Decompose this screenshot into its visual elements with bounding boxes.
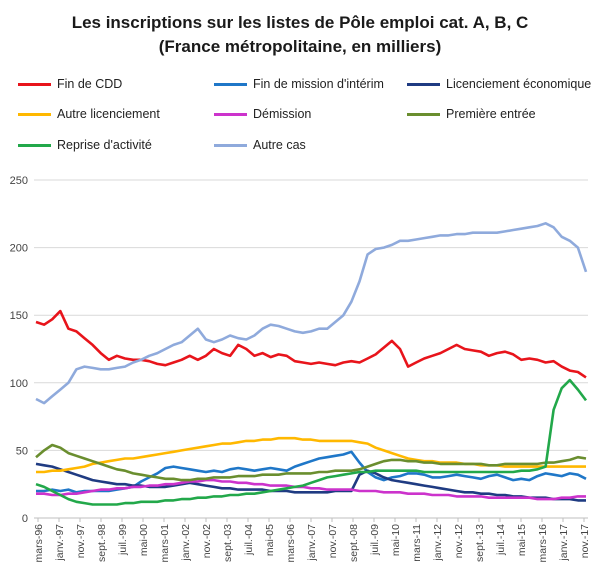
x-tick-label: nov.-07	[327, 524, 339, 558]
legend-item: Fin de mission d'intérim	[214, 76, 384, 92]
legend-label: Première entrée	[446, 107, 536, 121]
legend-swatch	[407, 82, 440, 86]
x-tick-label: mars-06	[285, 524, 297, 563]
chart-title: Les inscriptions sur les listes de Pôle …	[71, 13, 529, 32]
y-tick-label: 100	[10, 378, 28, 390]
x-tick-label: nov.-97	[75, 524, 87, 558]
legend-item: Licenciement économique	[407, 76, 591, 92]
legend-swatch	[18, 82, 51, 86]
legend-item: Autre licenciement	[18, 106, 160, 122]
legend-swatch	[214, 82, 247, 86]
x-tick-label: mars-96	[33, 524, 45, 563]
legend-item: Autre cas	[214, 137, 306, 153]
x-tick-label: mars-01	[159, 524, 171, 563]
x-tick-label: sept.-98	[96, 524, 108, 562]
y-tick-label: 200	[10, 243, 28, 255]
x-tick-label: sept.-13	[474, 524, 486, 562]
series-line	[35, 378, 588, 506]
series-line	[35, 309, 587, 379]
legend-item: Reprise d'activité	[18, 137, 152, 153]
x-tick-label: janv.-97	[54, 524, 66, 562]
legend-swatch	[18, 112, 51, 116]
x-tick-label: nov.-17	[579, 524, 591, 558]
legend-label: Autre licenciement	[57, 107, 160, 121]
legend-label: Autre cas	[253, 138, 306, 152]
y-tick-label: 0	[22, 513, 28, 525]
legend-item: Fin de CDD	[18, 76, 122, 92]
x-tick-label: nov.-02	[201, 524, 213, 558]
x-tick-label: sept.-03	[222, 524, 234, 562]
x-tick-label: juil.-99	[117, 524, 129, 556]
chart-subtitle: (France métropolitaine, en milliers)	[158, 37, 442, 56]
legend-item: Démission	[214, 106, 311, 122]
series-line	[35, 222, 588, 405]
series-line	[35, 443, 587, 482]
legend-label: Démission	[253, 107, 312, 121]
x-tick-label: juil.-04	[243, 524, 255, 556]
legend-swatch	[407, 112, 440, 116]
legend-label: Fin de mission d'intérim	[253, 77, 384, 91]
x-tick-label: juil.-14	[495, 524, 507, 556]
x-tick-label: janv.-17	[558, 524, 570, 562]
x-tick-label: mai-05	[264, 524, 276, 556]
x-tick-label: nov.-12	[453, 524, 465, 558]
x-tick-label: sept.-08	[348, 524, 360, 562]
y-tick-label: 50	[16, 445, 28, 457]
legend-swatch	[214, 112, 247, 116]
legend-swatch	[18, 143, 51, 147]
x-tick-label: mai-00	[138, 524, 150, 556]
x-tick-label: mars-11	[411, 524, 423, 562]
x-tick-label: janv.-02	[180, 524, 192, 562]
legend-label: Reprise d'activité	[57, 138, 152, 152]
legend-swatch	[214, 143, 247, 147]
series-line	[36, 436, 586, 474]
legend-label: Fin de CDD	[57, 77, 123, 91]
x-tick-label: juil.-09	[369, 524, 381, 556]
y-tick-label: 150	[10, 310, 28, 322]
legend-item: Première entrée	[407, 106, 536, 122]
x-tick-label: mai-15	[516, 524, 528, 556]
x-tick-label: janv.-07	[306, 524, 318, 562]
y-tick-label: 250	[10, 175, 28, 187]
x-tick-label: mars-16	[537, 524, 549, 563]
series-line	[36, 478, 586, 501]
legend-label: Licenciement économique	[446, 77, 592, 91]
x-tick-label: janv.-12	[432, 524, 444, 562]
series-line	[35, 462, 586, 502]
x-tick-label: mai-10	[390, 524, 402, 556]
